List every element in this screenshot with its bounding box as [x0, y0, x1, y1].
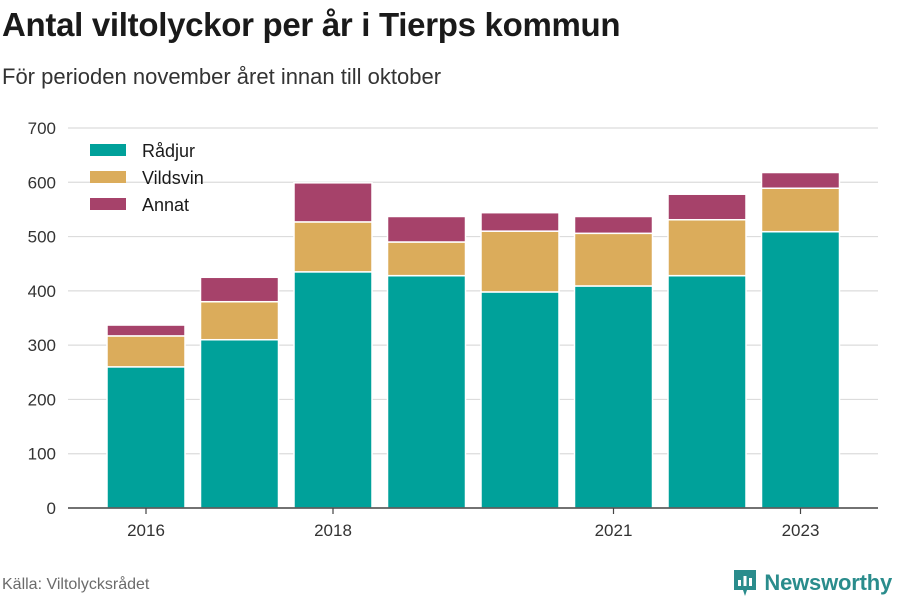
chart-title: Antal viltolyckor per år i Tierps kommun	[2, 6, 621, 43]
legend-label: Rådjur	[142, 141, 195, 161]
y-tick-label: 0	[47, 499, 56, 518]
source-note: Källa: Viltolycksrådet	[2, 576, 150, 593]
x-tick-label: 2023	[782, 521, 820, 540]
bar-2020-series-0	[480, 291, 560, 509]
y-axis-ticks: 0 100 200 300 400 500 600 700	[28, 119, 56, 518]
y-tick-label: 300	[28, 336, 56, 355]
bar-2020-series-2	[480, 211, 560, 232]
bar-2018-series-0	[293, 271, 373, 509]
legend-item-1: Vildsvin	[90, 168, 204, 188]
legend-item-2: Annat	[90, 195, 189, 215]
y-tick-label: 600	[28, 173, 56, 192]
bar-2020-series-1	[480, 230, 560, 293]
brand-logo: Newsworthy	[732, 568, 892, 598]
bar-2022-series-1	[667, 218, 747, 277]
bar-2023-series-1	[760, 187, 841, 233]
bar-2022-series-0	[667, 274, 747, 509]
legend-swatch	[90, 198, 126, 210]
bar-2017-series-1	[199, 300, 280, 341]
legend-swatch	[90, 144, 126, 156]
bar-group-2020	[480, 211, 560, 509]
x-axis: 2016 2018 2021 2023	[68, 507, 878, 540]
y-tick-label: 500	[28, 228, 56, 247]
bars	[106, 171, 841, 509]
bar-2018-series-1	[293, 221, 373, 273]
legend-label: Vildsvin	[142, 168, 204, 188]
legend-swatch	[90, 171, 126, 183]
x-tick-label: 2021	[595, 521, 633, 540]
y-tick-label: 700	[28, 119, 56, 138]
bar-2016-series-1	[106, 335, 186, 368]
bar-group-2021	[573, 215, 654, 509]
bar-2017-series-0	[199, 338, 280, 509]
bar-2016-series-2	[106, 324, 186, 337]
bar-2017-series-2	[199, 276, 280, 303]
y-tick-label: 400	[28, 282, 56, 301]
bar-group-2022	[667, 193, 747, 509]
x-tick-label: 2016	[127, 521, 165, 540]
bar-2023-series-0	[760, 230, 841, 509]
bar-group-2017	[199, 276, 280, 509]
bar-2019-series-2	[386, 215, 467, 243]
y-tick-label: 100	[28, 445, 56, 464]
legend: Rådjur Vildsvin Annat	[90, 141, 204, 215]
bar-2021-series-0	[573, 285, 654, 509]
y-tick-label: 200	[28, 390, 56, 409]
bar-group-2018	[293, 182, 373, 509]
bar-group-2016	[106, 324, 186, 509]
chart-subtitle: För perioden november året innan till ok…	[2, 64, 442, 89]
newsworthy-logo-icon	[734, 570, 757, 596]
bar-group-2019	[386, 215, 467, 509]
brand-name: Newsworthy	[764, 570, 892, 595]
bar-2016-series-0	[106, 366, 186, 509]
bar-2021-series-1	[573, 232, 654, 287]
legend-label: Annat	[142, 195, 189, 215]
bar-2023-series-2	[760, 171, 841, 190]
bar-2019-series-0	[386, 274, 467, 509]
legend-item-0: Rådjur	[90, 141, 195, 161]
bar-2022-series-2	[667, 193, 747, 221]
bar-group-2023	[760, 171, 841, 509]
bar-2018-series-2	[293, 182, 373, 223]
x-tick-label: 2018	[314, 521, 352, 540]
bar-2019-series-1	[386, 241, 467, 277]
bar-2021-series-2	[573, 215, 654, 235]
